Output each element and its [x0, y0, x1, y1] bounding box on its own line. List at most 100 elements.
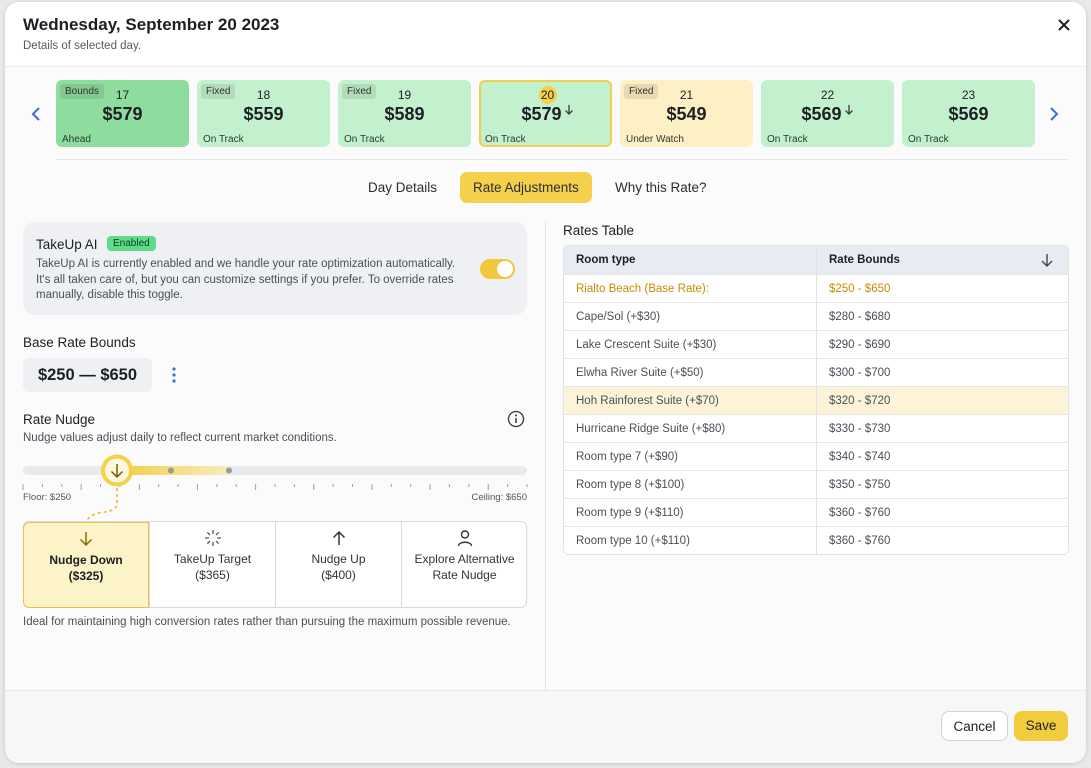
table-row: Rialto Beach (Base Rate): $250 - $650: [564, 274, 1068, 302]
option-detail: ($325): [68, 569, 104, 583]
table-row: Cape/Sol (+$30) $280 - $680: [564, 302, 1068, 330]
tab[interactable]: Why this Rate?: [615, 180, 707, 195]
base-rate-label: Base Rate Bounds: [23, 335, 136, 350]
sort-icon[interactable]: [1040, 253, 1054, 267]
table-row: Elwha River Suite (+$50) $300 - $700: [564, 358, 1068, 386]
option-detail: ($400): [321, 568, 356, 582]
day-number-wrap: 19: [338, 86, 471, 104]
day-number: 21: [679, 88, 694, 102]
day-status: Under Watch: [626, 134, 684, 145]
info-icon[interactable]: [507, 410, 525, 428]
day-price: $549: [666, 104, 707, 124]
header-title: Wednesday, September 20 2023: [23, 15, 280, 34]
day-card[interactable]: Fixed 19 $589 On Track: [338, 80, 471, 147]
table-row: Room type 10 (+$110) $360 - $760: [564, 526, 1068, 554]
cancel-button[interactable]: Cancel: [941, 711, 1008, 741]
table-row: Lake Crescent Suite (+$30) $290 - $690: [564, 330, 1068, 358]
tab[interactable]: Rate Adjustments: [460, 172, 592, 203]
nudge-note: Ideal for maintaining high conversion ra…: [23, 616, 511, 628]
table-cell: Room type 9 (+$110): [564, 498, 816, 526]
header: Wednesday, September 20 2023 Details of …: [5, 2, 1086, 67]
takeup-card: TakeUp AI Enabled TakeUp AI is currently…: [23, 222, 527, 315]
rates-table: Room type Rate Bounds Rialto Beach (Base R…: [563, 245, 1069, 555]
option-icon: [332, 530, 345, 545]
day-card[interactable]: 22 $569 On Track: [761, 80, 894, 147]
day-number-wrap: 18: [197, 86, 330, 104]
day-number: 22: [820, 88, 835, 102]
table-cell: Room type 8 (+$100): [564, 470, 816, 498]
divider: [56, 159, 1068, 160]
footer: Cancel Save: [5, 690, 1086, 763]
day-price: $559: [243, 104, 284, 124]
day-number-wrap: 20: [481, 86, 614, 104]
table-cell: $250 - $650: [816, 274, 1068, 302]
table-cell: Room type 10 (+$110): [564, 526, 816, 554]
takeup-title: TakeUp AI: [36, 237, 98, 252]
option-detail: ($365): [195, 568, 230, 582]
day-card[interactable]: 23 $569 On Track: [902, 80, 1035, 147]
day-card[interactable]: 20 $579 On Track: [479, 80, 612, 147]
option-detail: Rate Nudge: [432, 568, 497, 582]
day-number: 19: [397, 88, 412, 102]
day-number-wrap: 21: [620, 86, 753, 104]
prev-arrow[interactable]: [31, 106, 41, 122]
floor-label: Floor: $250: [23, 492, 72, 503]
table-row: Hurricane Ridge Suite (+$80) $330 - $730: [564, 414, 1068, 442]
nudge-option[interactable]: Nudge Down ($325): [23, 522, 149, 608]
option-label: Explore Alternative: [414, 552, 515, 566]
day-card[interactable]: Fixed 18 $559 On Track: [197, 80, 330, 147]
day-card[interactable]: Fixed 21 $549 Under Watch: [620, 80, 753, 147]
table-cell: Hoh Rainforest Suite (+$70): [564, 386, 816, 414]
table-cell: Cape/Sol (+$30): [564, 302, 816, 330]
toggle[interactable]: [480, 259, 515, 279]
day-price: $579: [481, 104, 614, 125]
tab[interactable]: Day Details: [368, 180, 438, 195]
table-cell: $300 - $700: [816, 358, 1068, 386]
day-number-wrap: 17: [56, 86, 189, 104]
rates-title: Rates Table: [563, 223, 635, 238]
table-cell: Lake Crescent Suite (+$30): [564, 330, 816, 358]
nudge-option[interactable]: Nudge Up ($400): [275, 522, 401, 608]
day-price: $569: [948, 104, 989, 124]
table-cell: $340 - $740: [816, 442, 1068, 470]
nudge-slider[interactable]: [5, 442, 545, 532]
column-header: Room type: [576, 254, 636, 266]
column-header: Rate Bounds: [816, 246, 1068, 274]
table-cell: $330 - $730: [816, 414, 1068, 442]
nudge-title: Rate Nudge: [23, 412, 96, 427]
option-label: Nudge Up: [311, 552, 366, 566]
table-cell: Hurricane Ridge Suite (+$80): [564, 414, 816, 442]
day-number-wrap: 23: [902, 86, 1035, 104]
option-icon: [457, 530, 472, 547]
day-status: On Track: [344, 134, 385, 145]
day-number: 23: [961, 88, 976, 102]
day-price: $579: [102, 104, 143, 124]
option-label: Nudge Down: [49, 553, 123, 567]
more-menu[interactable]: [171, 366, 177, 384]
table-cell: $360 - $760: [816, 498, 1068, 526]
day-number-wrap: 22: [761, 86, 894, 104]
day-status: Ahead: [62, 134, 91, 145]
day-status: On Track: [767, 134, 808, 145]
day-tag: Fixed: [201, 84, 236, 99]
next-arrow[interactable]: [1049, 106, 1059, 122]
header-subtitle: Details of selected day.: [23, 40, 142, 52]
takeup-badge: Enabled: [107, 236, 156, 251]
table-cell: $280 - $680: [816, 302, 1068, 330]
table-row: Room type 9 (+$110) $360 - $760: [564, 498, 1068, 526]
table-cell: $350 - $750: [816, 470, 1068, 498]
day-number: 20: [538, 86, 557, 104]
save-button[interactable]: Save: [1014, 711, 1068, 741]
day-status: On Track: [203, 134, 244, 145]
nudge-option[interactable]: TakeUp Target ($365): [149, 522, 275, 608]
table-cell: Elwha River Suite (+$50): [564, 358, 816, 386]
base-rate-value: $250 — $650: [23, 358, 152, 392]
day-price: $569: [761, 104, 894, 125]
day-status: On Track: [485, 134, 526, 145]
day-card[interactable]: Bounds 17 $579 Ahead: [56, 80, 189, 147]
table-cell: Rialto Beach (Base Rate):: [564, 274, 816, 302]
ceiling-label: Ceiling: $650: [471, 492, 527, 503]
nudge-option[interactable]: Explore Alternative Rate Nudge: [401, 522, 527, 608]
modal: Wednesday, September 20 2023 Details of …: [5, 2, 1086, 763]
close-button[interactable]: [1057, 18, 1071, 32]
